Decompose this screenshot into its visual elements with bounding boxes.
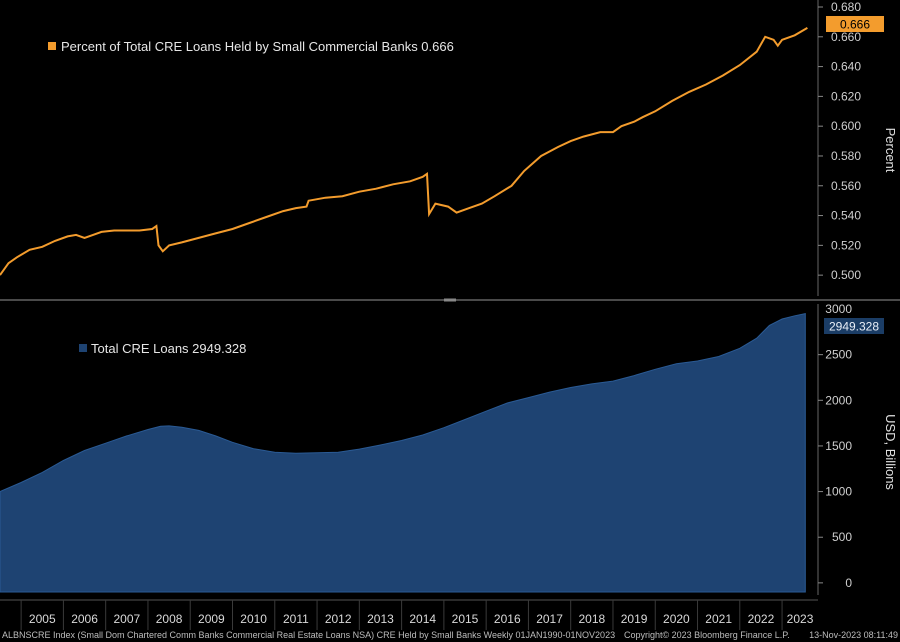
top-panel-percent: 0.500 0.520 0.540 0.560 0.580 0.600 0.620 0.640… xyxy=(0,0,898,296)
x-year-label: 2009 xyxy=(198,612,225,626)
bottom-badge-value: 2949.328 xyxy=(829,320,879,334)
bottom-panel-loans: 0 500 1000 1500 2000 2500 3000 Total CRE Loans… xyxy=(0,302,898,595)
x-year-label: 2020 xyxy=(663,612,690,626)
top-y-tick-label: 0.640 xyxy=(831,60,861,74)
top-y-tick-label: 0.580 xyxy=(831,149,861,163)
top-last-value-badge: 0.666 xyxy=(826,16,884,32)
x-year-label: 2010 xyxy=(240,612,267,626)
bottom-legend-swatch xyxy=(79,344,87,352)
bottom-y-tick-label: 500 xyxy=(832,530,852,544)
x-axis-year-labels: 2005 2006 2007 2008 2009 2010 2011 2012 2013 2014… xyxy=(20,600,814,630)
bottom-y-tick-label: 2000 xyxy=(825,393,852,407)
x-year-label: 2013 xyxy=(367,612,394,626)
bottom-y-tick-label-partial: 3000 xyxy=(825,302,852,316)
top-y-ticks: 0.500 0.520 0.540 0.560 0.580 0.600 0.620 0.640… xyxy=(818,0,861,282)
footer-timestamp: 13-Nov-2023 08:11:49 xyxy=(809,630,898,640)
footer-copyright: Copyright© 2023 Bloomberg Finance L.P. xyxy=(624,630,790,640)
x-year-label: 2022 xyxy=(748,612,775,626)
footer: ALBNSCRE Index (Small Dom Chartered Comm… xyxy=(2,630,898,640)
x-year-label: 2014 xyxy=(409,612,436,626)
bottom-y-tick-label: 2500 xyxy=(825,348,852,362)
top-y-axis-title: Percent xyxy=(883,128,898,173)
top-y-tick-label: 0.500 xyxy=(831,268,861,282)
x-year-label: 2017 xyxy=(536,612,563,626)
x-year-label: 2018 xyxy=(578,612,605,626)
top-y-tick-label: 0.620 xyxy=(831,89,861,103)
top-badge-value: 0.666 xyxy=(840,18,870,32)
bottom-y-ticks: 0 500 1000 1500 2000 2500 3000 xyxy=(818,302,852,590)
x-year-label: 2005 xyxy=(29,612,56,626)
loans-area-series xyxy=(0,312,806,593)
top-legend-box xyxy=(40,35,500,59)
x-year-label: 2012 xyxy=(325,612,352,626)
x-year-label: 2016 xyxy=(494,612,521,626)
bottom-legend-label: Total CRE Loans 2949.328 xyxy=(91,341,246,356)
x-axis: 2005 2006 2007 2008 2009 2010 2011 2012 2013 2014… xyxy=(0,599,818,630)
top-legend-swatch xyxy=(48,42,56,50)
footer-source: ALBNSCRE Index (Small Dom Chartered Comm… xyxy=(2,630,615,640)
top-legend: Percent of Total CRE Loans Held by Small… xyxy=(40,35,500,59)
bottom-badge-box xyxy=(824,318,884,334)
top-y-tick-label: 0.660 xyxy=(831,30,861,44)
percent-line-series xyxy=(0,27,808,276)
x-year-label: 2008 xyxy=(156,612,183,626)
x-year-label: 2007 xyxy=(113,612,140,626)
top-legend-label: Percent of Total CRE Loans Held by Small… xyxy=(61,39,454,54)
top-y-tick-label: 0.680 xyxy=(831,0,861,14)
bottom-legend: Total CRE Loans 2949.328 xyxy=(72,337,262,361)
top-y-tick-label: 0.600 xyxy=(831,119,861,133)
top-y-tick-label: 0.520 xyxy=(831,238,861,252)
bottom-y-tick-label: 1500 xyxy=(825,439,852,453)
bottom-y-tick-label: 0 xyxy=(845,576,852,590)
x-year-label: 2023 xyxy=(787,612,814,626)
bottom-legend-box xyxy=(72,337,262,361)
x-year-label: 2019 xyxy=(621,612,648,626)
bottom-last-value-badge: 2949.328 xyxy=(824,318,884,334)
x-year-label: 2006 xyxy=(71,612,98,626)
bottom-y-axis-title: USD, Billions xyxy=(883,414,898,490)
x-year-label: 2015 xyxy=(452,612,479,626)
top-y-tick-label: 0.540 xyxy=(831,209,861,223)
bottom-y-tick-label: 1000 xyxy=(825,485,852,499)
top-badge-box xyxy=(826,16,884,32)
top-y-tick-label: 0.560 xyxy=(831,179,861,193)
x-year-label: 2021 xyxy=(705,612,732,626)
x-year-label: 2011 xyxy=(283,612,309,626)
